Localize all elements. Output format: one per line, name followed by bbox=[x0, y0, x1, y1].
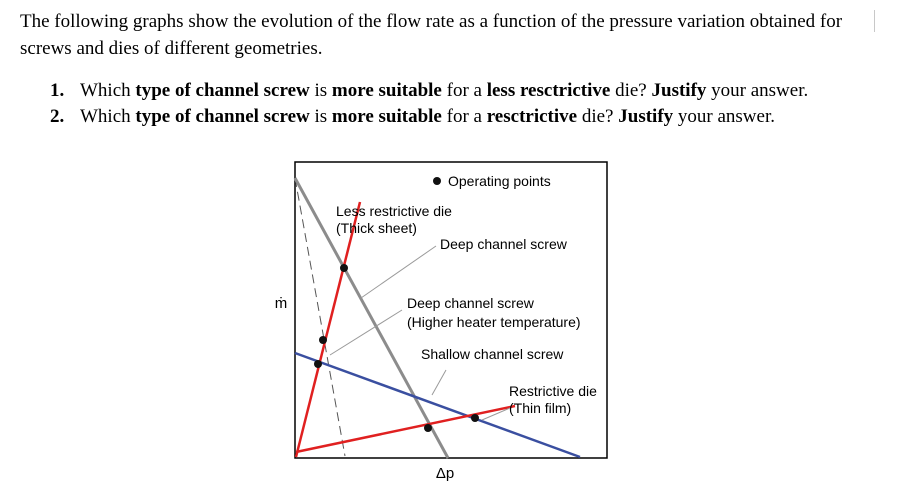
text-cursor bbox=[874, 10, 875, 32]
question-segment: Which bbox=[80, 80, 136, 101]
question-emphasis: type of channel screw bbox=[135, 80, 310, 101]
question-segment: is bbox=[309, 80, 332, 101]
question-number: 2. bbox=[50, 106, 65, 127]
question-segment: your answer. bbox=[673, 106, 775, 127]
question-emphasis: resctrictive bbox=[486, 106, 578, 127]
operating-point bbox=[471, 414, 479, 422]
less-restrictive-die-line bbox=[294, 201, 362, 458]
question-text: Which type of channel screw is more suit… bbox=[80, 104, 775, 130]
leader-restrictive-die bbox=[481, 407, 511, 421]
legend-label: Operating points bbox=[448, 173, 551, 189]
operating-point bbox=[424, 424, 432, 432]
label-shallow-channel-screw: Shallow channel screw bbox=[421, 346, 564, 362]
leader-shallow-channel bbox=[431, 369, 447, 396]
question-emphasis: type of channel screw bbox=[135, 106, 310, 127]
shallow-channel-screw-line bbox=[294, 351, 581, 459]
operating-point bbox=[340, 264, 348, 272]
question-segment: for a bbox=[441, 106, 487, 127]
leader-deep-channel bbox=[360, 245, 437, 299]
deep-channel-screw-line bbox=[293, 177, 450, 459]
question-emphasis: Justify bbox=[618, 106, 674, 127]
intro-paragraph: The following graphs show the evolution … bbox=[20, 11, 843, 59]
operating-point bbox=[314, 360, 322, 368]
question-list: 1. Which type of channel screw is more s… bbox=[50, 78, 890, 130]
label-deep-channel-screw: Deep channel screw bbox=[440, 236, 568, 252]
question-emphasis: less resctrictive bbox=[486, 80, 611, 101]
label-deep-channel-screw-hot: Deep channel screw bbox=[407, 295, 535, 311]
label-thin-film: (Thin film) bbox=[509, 400, 571, 416]
question-segment: is bbox=[309, 106, 332, 127]
label-thick-sheet: (Thick sheet) bbox=[336, 220, 417, 236]
label-restrictive-die: Restrictive die bbox=[509, 383, 597, 399]
label-less-restrictive-die: Less restrictive die bbox=[336, 203, 452, 219]
dashed-screw-line bbox=[294, 177, 346, 457]
question-number: 1. bbox=[50, 80, 65, 101]
x-axis-label: Δp bbox=[436, 465, 454, 482]
question-emphasis: more suitable bbox=[331, 80, 442, 101]
question-segment: die? bbox=[610, 80, 652, 101]
question-segment: your answer. bbox=[706, 80, 809, 101]
question-item: 2. Which type of channel screw is more s… bbox=[50, 104, 890, 130]
question-segment: for a bbox=[441, 80, 487, 101]
label-higher-heater-temperature: (Higher heater temperature) bbox=[407, 314, 581, 330]
plot-frame bbox=[294, 161, 608, 459]
y-axis-label: ṁ bbox=[275, 295, 288, 312]
restrictive-die-line bbox=[295, 404, 516, 454]
question-segment: Which bbox=[80, 106, 136, 127]
question-segment: die? bbox=[577, 106, 619, 127]
question-text: Which type of channel screw is more suit… bbox=[80, 78, 808, 104]
question-emphasis: more suitable bbox=[331, 106, 442, 127]
legend-marker bbox=[433, 177, 441, 185]
leader-heater-temperature bbox=[329, 309, 403, 356]
operating-point bbox=[319, 336, 327, 344]
question-item: 1. Which type of channel screw is more s… bbox=[50, 78, 890, 104]
question-emphasis: Justify bbox=[651, 80, 707, 101]
